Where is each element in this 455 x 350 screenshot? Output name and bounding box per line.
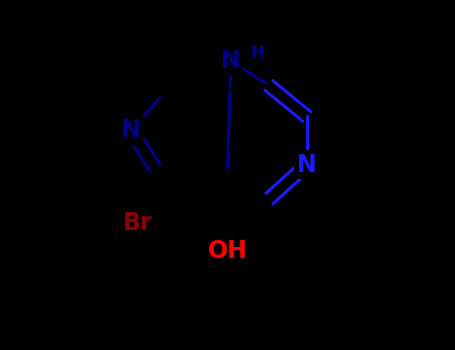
Text: N: N bbox=[221, 49, 241, 74]
Text: N: N bbox=[121, 118, 141, 142]
Text: Br: Br bbox=[123, 211, 153, 235]
Text: N: N bbox=[297, 153, 317, 177]
Text: OH: OH bbox=[207, 239, 248, 263]
Text: H: H bbox=[251, 44, 265, 62]
